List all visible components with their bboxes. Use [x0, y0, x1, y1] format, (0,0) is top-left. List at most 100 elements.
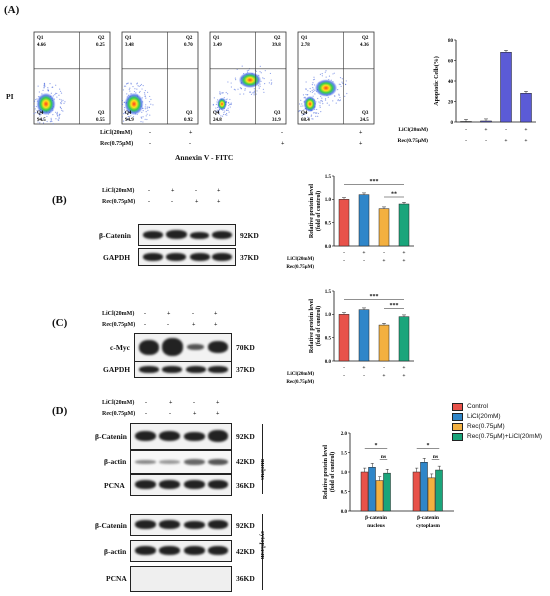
legend-item-4: Rec(0.75μM)+LiCl(20mM) [452, 432, 542, 441]
y-tick-label: 0.0 [325, 245, 332, 250]
bar-cytoplasm-4 [435, 469, 443, 512]
protein-level-chart-d: 0.00.51.01.52.0β-cateninnucleus*nsβ-cate… [323, 432, 454, 529]
sign: - [343, 250, 345, 256]
panel-c-sign-r1-c3: + [214, 322, 218, 328]
legend-swatch [452, 422, 463, 431]
group-sublabel: cytoplasm [416, 523, 440, 529]
blot-b-name-2: GAPDH [103, 253, 131, 262]
bar-nucleus-1 [360, 471, 369, 512]
panel-b-licl-label: LiCl(20mM) [102, 188, 135, 194]
sig-mark: * [375, 443, 378, 449]
legend-item-2: LiCl(20mM) [452, 412, 542, 421]
sign: + [402, 365, 405, 371]
legend-item-3: Rec(0.75μM) [452, 422, 542, 431]
panel-b-sign-r0-c0: - [148, 188, 150, 194]
bar-1 [460, 121, 472, 123]
sig-mark: *** [390, 303, 399, 309]
bar-nucleus-4 [383, 472, 391, 512]
panel-c-sign-r0-c3: + [214, 311, 218, 317]
bar-2 [358, 194, 370, 247]
y-tick-label: 0.5 [325, 336, 332, 341]
chart-a-sign: - [465, 127, 467, 133]
bar-2 [480, 120, 492, 123]
blot-d-nuc-name-1: β-Catenin [95, 432, 127, 441]
panel-a-label: (A) [4, 4, 20, 16]
group-xlabel: β-catenin [365, 515, 387, 521]
protein-level-chart-c: 0.0 0.5 1.0 1.5 - - + - - + + + Relative protein lev… [286, 290, 414, 385]
bar-1 [338, 199, 350, 247]
q2-label: Q2 [362, 36, 369, 41]
legend-swatch [452, 412, 463, 421]
legend-swatch [452, 402, 463, 411]
flow-plot-4: Q1 2.78 Q2 4.36 Q3 24.5 Q4 68.4 [297, 31, 375, 125]
sign: - [383, 365, 385, 371]
y-axis-title: Apoptotic Cells(%) [433, 56, 440, 106]
sig-mark: * [427, 443, 430, 449]
panel-c-label: (C) [52, 317, 68, 329]
bar-cytoplasm-2 [420, 462, 428, 512]
blot-b-size-1: 92KD [240, 231, 259, 240]
panel-b-sign-r1-c3: + [217, 199, 221, 205]
y-tick-label: 0.0 [325, 360, 332, 365]
sign: + [402, 250, 405, 256]
sign: - [343, 365, 345, 371]
q1-value: 2.78 [301, 43, 310, 48]
panel-c-sign-r0-c1: + [167, 311, 171, 317]
chart-a-sign: + [484, 127, 487, 133]
q3-label: Q3 [186, 111, 193, 116]
legend-text: LiCl(20mM) [467, 413, 501, 420]
bar-4 [520, 93, 532, 123]
panel-d-sign-r1-c3: + [216, 411, 220, 417]
bar-3 [378, 208, 390, 247]
q4-value: 94.9 [125, 118, 134, 123]
chart-a-sign: + [524, 138, 527, 144]
legend-d: Control LiCl(20mM) Rec(0.75μM) Rec(0.75μM)+… [452, 402, 542, 442]
sign: + [382, 373, 385, 379]
blot-c-size-2: 37KD [236, 365, 255, 374]
bar-3 [500, 52, 512, 123]
flow-plot-2: Q1 3.48 Q2 0.70 Q3 0.92 Q4 94.9 [121, 31, 199, 125]
bar-4 [398, 316, 410, 362]
q3-value: 24.5 [360, 118, 369, 123]
q3-value: 31.9 [272, 118, 281, 123]
blot-d-nuc-name-2: β-actin [104, 457, 127, 466]
panel-b-sign-r0-c1: + [171, 188, 175, 194]
y-tick-label: 1.0 [325, 313, 332, 318]
panel-a-sign-r0-c0: - [149, 130, 151, 136]
blot-b-catenin [138, 224, 236, 246]
blot-b-name-1: β-Catenin [99, 231, 131, 240]
q2-label: Q2 [274, 36, 281, 41]
bar-2 [358, 309, 370, 362]
panel-d-sign-r0-c2: - [193, 400, 195, 406]
panel-b-sign-r0-c3: + [217, 188, 221, 194]
sig-mark: *** [370, 294, 379, 300]
q2-label: Q2 [98, 36, 105, 41]
q3-label: Q3 [274, 111, 281, 116]
q4-value: 24.8 [213, 118, 222, 123]
y-tick-label: 0.5 [341, 490, 348, 495]
blot-c-name-2: GAPDH [103, 365, 131, 374]
annexin-axis-label: Annexin V - FITC [175, 153, 234, 162]
bar-nucleus-2 [368, 467, 376, 512]
blot-c-gapdh [134, 361, 232, 378]
blot-d-cyto-pcna [130, 566, 232, 592]
q1-value: 3.49 [213, 43, 222, 48]
y-tick-label: 1.0 [341, 471, 348, 476]
panel-d-sign-r1-c0: - [145, 411, 147, 417]
panel-c-sign-r1-c2: + [192, 322, 196, 328]
cytoplasm-label: cytoplasm [259, 531, 266, 560]
chart-a-licl-label: LiCl(20mM) [398, 126, 428, 133]
cytoplasm-bracket [262, 514, 263, 590]
q1-value: 4.66 [37, 43, 46, 48]
chart-a-rec-label: Rec(0.75μM) [398, 137, 429, 144]
q3-label: Q3 [98, 111, 105, 116]
panel-d-sign-r0-c1: + [169, 400, 173, 406]
y-tick-label: 1.5 [325, 290, 332, 295]
y-axis-title: Relative protein level(fold of control) [323, 445, 336, 500]
sig-mark: ** [391, 192, 397, 198]
panel-b-rec-label: Rec(0.75μM) [102, 199, 136, 205]
bar-3 [378, 324, 390, 362]
blot-c-cmyc [134, 333, 232, 362]
y-tick-label: 2.0 [341, 432, 348, 437]
blot-d-cyto-name-3: PCNA [106, 574, 127, 583]
